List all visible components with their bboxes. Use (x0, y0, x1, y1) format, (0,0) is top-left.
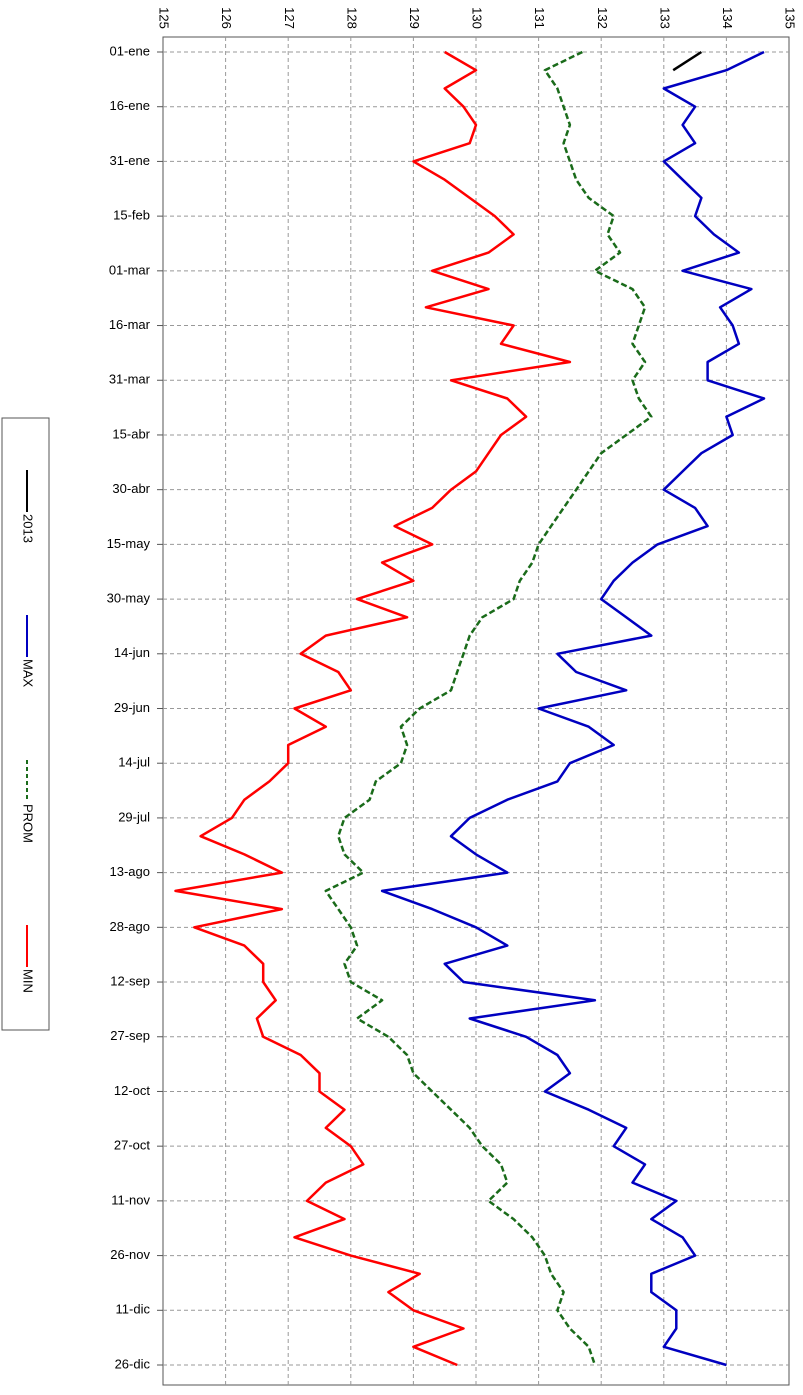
category-label: 31-mar (109, 372, 151, 387)
category-label: 30-may (107, 591, 151, 606)
value-tick-label: 128 (344, 7, 359, 29)
category-label: 12-oct (114, 1083, 151, 1098)
category-label: 16-ene (110, 98, 150, 113)
series-line (380, 50, 766, 1367)
category-label: 28-ago (110, 919, 150, 934)
value-tick-label: 133 (657, 7, 672, 29)
legend-label: PROM (21, 804, 36, 843)
value-tick-label: 131 (532, 7, 547, 29)
category-label: 13-ago (110, 864, 150, 879)
value-tick-label: 129 (407, 7, 422, 29)
value-tick-label: 134 (720, 7, 735, 29)
value-tick-label: 126 (219, 7, 234, 29)
value-tick-label: 130 (470, 7, 485, 29)
legend-label: MAX (21, 659, 36, 688)
series-line (174, 50, 572, 1367)
category-label: 27-oct (114, 1138, 151, 1153)
series-line (672, 50, 703, 72)
legend-label: MIN (21, 969, 36, 993)
category-label: 14-jul (118, 755, 150, 770)
category-label: 29-jun (114, 700, 150, 715)
series-line (324, 50, 653, 1366)
category-label: 15-may (107, 536, 151, 551)
category-label: 31-ene (110, 153, 150, 168)
category-label: 16-mar (109, 317, 151, 332)
category-label: 01-mar (109, 262, 151, 277)
value-tick-label: 125 (157, 7, 172, 29)
category-label: 26-nov (110, 1247, 150, 1262)
legend-label: 2013 (21, 514, 36, 543)
value-tick-label: 127 (282, 7, 297, 29)
category-label: 30-abr (112, 481, 150, 496)
category-label: 27-sep (110, 1028, 150, 1043)
category-label: 15-feb (113, 208, 150, 223)
category-label: 14-jun (114, 645, 150, 660)
value-tick-label: 132 (595, 7, 610, 29)
category-label: 26-dic (115, 1356, 151, 1371)
category-label: 01-ene (110, 43, 150, 58)
category-label: 11-dic (116, 1302, 151, 1317)
category-label: 15-abr (112, 426, 150, 441)
category-label: 12-sep (110, 973, 150, 988)
legend (1, 417, 50, 1031)
category-label: 29-jul (118, 809, 150, 824)
value-tick-label: 135 (783, 7, 798, 29)
category-label: 11-nov (111, 1192, 150, 1207)
